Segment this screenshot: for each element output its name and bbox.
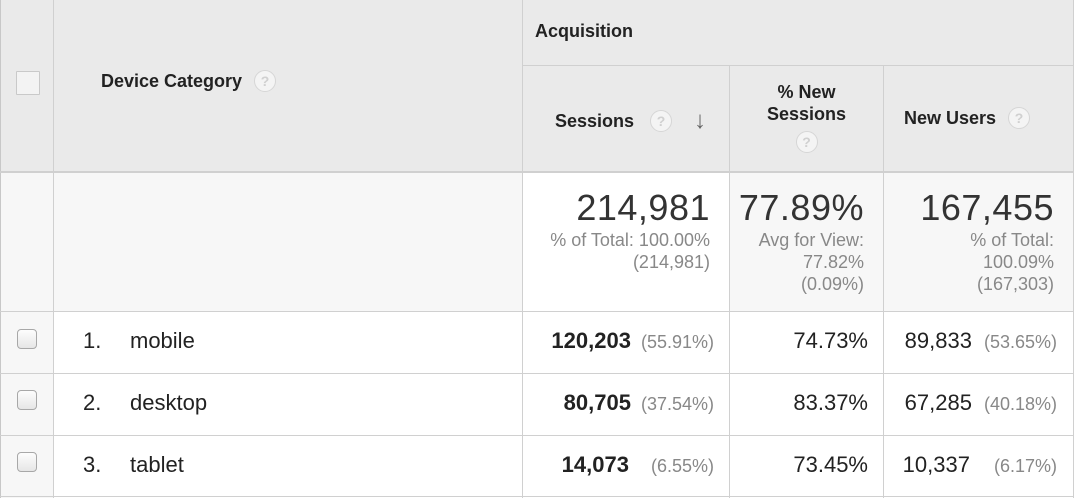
sessions-value: 80,705 bbox=[563, 390, 631, 415]
sessions-percent: (55.91%) bbox=[640, 332, 714, 352]
new-sessions-column-header[interactable]: % New Sessions ? bbox=[730, 81, 883, 153]
grid-line bbox=[522, 65, 1074, 66]
total-new-users-value: 167,455 bbox=[920, 187, 1054, 228]
device-category-header[interactable]: Device Category ? bbox=[101, 70, 277, 92]
help-icon[interactable]: ? bbox=[650, 110, 673, 132]
total-new-sessions-diff: (0.09%) bbox=[800, 274, 864, 294]
sessions-column-header[interactable]: Sessions ? ↓ bbox=[555, 107, 706, 135]
header-background bbox=[0, 0, 1074, 171]
row-sessions: 80,705 (37.54%) bbox=[564, 390, 714, 416]
grid-line bbox=[522, 0, 523, 498]
row-checkbox[interactable] bbox=[17, 452, 37, 472]
total-new-sessions-avg-value: 77.82% bbox=[802, 252, 864, 272]
grid-line bbox=[729, 65, 730, 498]
new-users-label: New Users bbox=[904, 107, 997, 128]
grid-line bbox=[0, 171, 1074, 173]
new-users-value: 67,285 bbox=[904, 390, 972, 415]
row-sessions: 14,073 (6.55%) bbox=[562, 452, 714, 478]
select-all-checkbox[interactable] bbox=[16, 71, 40, 95]
help-icon[interactable]: ? bbox=[795, 131, 818, 153]
new-users-value: 89,833 bbox=[904, 328, 972, 353]
new-sessions-value: 73.45% bbox=[793, 452, 868, 477]
row-sessions: 120,203 (55.91%) bbox=[551, 328, 714, 354]
new-users-column-header[interactable]: New Users ? bbox=[904, 107, 1031, 129]
totals-sessions-cell bbox=[523, 171, 729, 311]
new-sessions-label-line2: Sessions bbox=[766, 104, 847, 124]
grid-line bbox=[0, 311, 1074, 312]
sessions-label: Sessions bbox=[555, 110, 635, 131]
row-index: 2. bbox=[83, 390, 102, 415]
sessions-percent: (37.54%) bbox=[640, 394, 714, 414]
row-new-users: 67,285 (40.18%) bbox=[905, 390, 1057, 416]
acquisition-group-label: Acquisition bbox=[535, 21, 633, 41]
grid-line bbox=[0, 435, 1074, 436]
row-index: 1. bbox=[83, 328, 102, 353]
total-new-users-percent-value: 100.09% bbox=[982, 252, 1054, 272]
grid-line bbox=[0, 0, 1, 498]
new-users-percent: (6.17%) bbox=[993, 456, 1057, 476]
grid-line bbox=[53, 0, 54, 498]
new-users-percent: (53.65%) bbox=[983, 332, 1057, 352]
help-icon[interactable]: ? bbox=[254, 70, 277, 92]
row-checkbox[interactable] bbox=[17, 390, 37, 410]
total-new-users-absolute: (167,303) bbox=[976, 274, 1054, 294]
grid-line bbox=[883, 65, 884, 498]
device-link-tablet[interactable]: tablet bbox=[130, 452, 184, 477]
sessions-value: 120,203 bbox=[551, 328, 631, 353]
new-sessions-label-line1: % New bbox=[777, 82, 836, 102]
totals-new-users: 167,455 % of Total: 100.09% (167,303) bbox=[920, 187, 1054, 295]
row-new-users: 10,337 (6.17%) bbox=[903, 452, 1057, 478]
total-new-sessions-value: 77.89% bbox=[738, 187, 864, 228]
help-icon[interactable]: ? bbox=[1008, 107, 1031, 129]
total-new-sessions-avg-label: Avg for View: bbox=[758, 230, 864, 250]
new-users-value: 10,337 bbox=[902, 452, 970, 477]
totals-new-sessions: 77.89% Avg for View: 77.82% (0.09%) bbox=[739, 187, 864, 295]
sessions-percent: (6.55%) bbox=[650, 456, 714, 476]
device-category-label: Device Category bbox=[101, 70, 243, 91]
row-checkbox[interactable] bbox=[17, 329, 37, 349]
row-new-users: 89,833 (53.65%) bbox=[905, 328, 1057, 354]
new-sessions-value: 74.73% bbox=[793, 328, 868, 353]
new-sessions-value: 83.37% bbox=[793, 390, 868, 415]
total-sessions-percent: % of Total: 100.00% bbox=[550, 230, 710, 250]
total-sessions-value: 214,981 bbox=[576, 187, 710, 228]
device-link-mobile[interactable]: mobile bbox=[130, 328, 195, 353]
new-users-percent: (40.18%) bbox=[983, 394, 1057, 414]
device-link-desktop[interactable]: desktop bbox=[130, 390, 208, 415]
sessions-value: 14,073 bbox=[561, 452, 629, 477]
totals-sessions: 214,981 % of Total: 100.00% (214,981) bbox=[550, 187, 710, 273]
total-sessions-absolute: (214,981) bbox=[632, 252, 710, 272]
sort-descending-icon[interactable]: ↓ bbox=[694, 107, 707, 134]
grid-line bbox=[0, 496, 1074, 497]
row-index: 3. bbox=[83, 452, 102, 477]
grid-line bbox=[0, 373, 1074, 374]
totals-new-users-cell bbox=[883, 171, 1074, 311]
total-new-users-percent-label: % of Total: bbox=[970, 230, 1054, 250]
